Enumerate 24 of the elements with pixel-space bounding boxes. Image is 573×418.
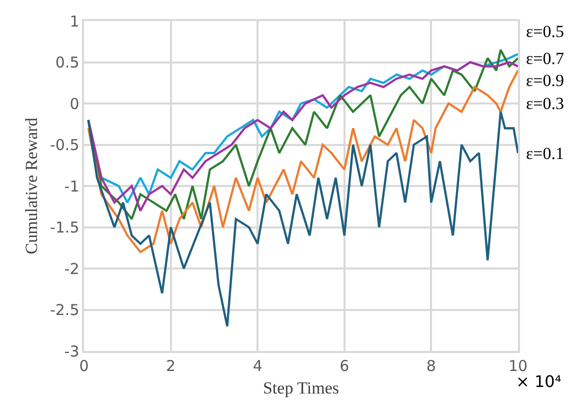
series-label: ε=0.7 [526, 49, 564, 68]
series-label: ε=0.9 [526, 71, 564, 90]
x-tick-label: 10 [508, 356, 528, 375]
series-label: ε=0.5 [526, 22, 564, 41]
y-tick-label: -0.5 [50, 136, 80, 154]
y-axis-title: Cumulative Reward [22, 117, 42, 254]
series-label: ε=0.1 [526, 144, 564, 163]
y-tick-label: -1.5 [50, 218, 80, 236]
x-tick-label: 4 [252, 356, 262, 375]
x-axis-title: Step Times [262, 378, 340, 398]
y-tick-label: -2 [64, 260, 80, 278]
line-series [87, 110, 518, 328]
x-tick-label: 2 [166, 356, 176, 375]
x-tick-label: 6 [340, 356, 350, 375]
line-series [87, 69, 518, 254]
y-tick-label: -3 [64, 342, 80, 360]
y-tick-label: -1 [64, 177, 80, 196]
y-tick-label: -2.5 [50, 301, 80, 319]
text: × 10⁴ [516, 372, 562, 391]
x-tick-label: 8 [426, 356, 436, 375]
series-label: ε=0.3 [526, 94, 564, 113]
y-tick-label: 0 [70, 94, 80, 113]
y-tick-label: 1 [70, 12, 80, 30]
y-tick-label: 0.5 [55, 54, 80, 72]
